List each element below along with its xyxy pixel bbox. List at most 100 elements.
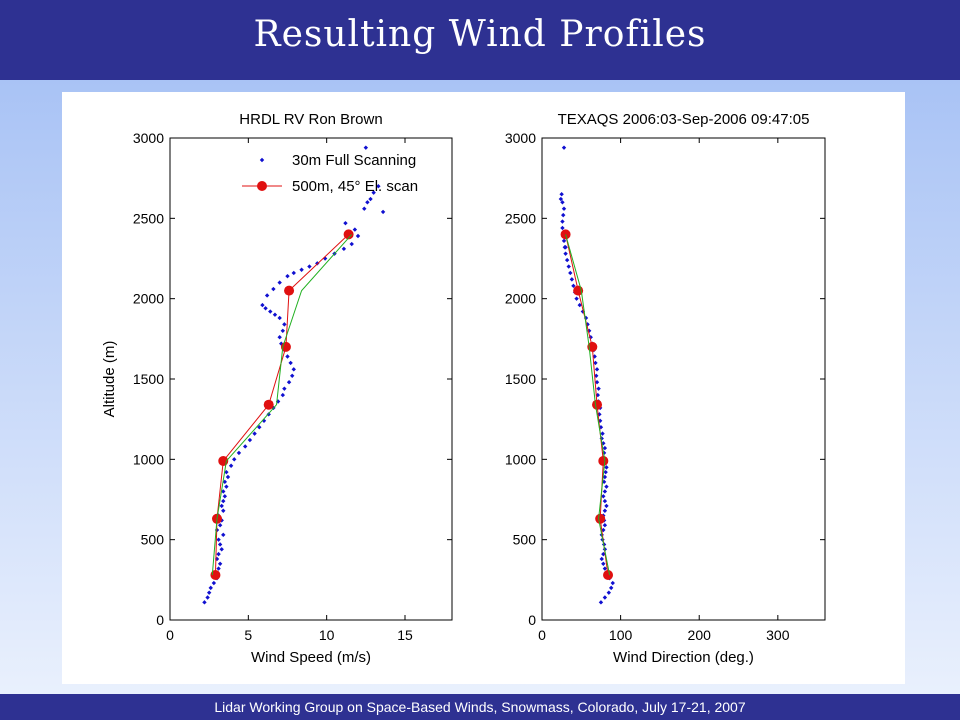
chart-1-series-1-point bbox=[208, 585, 213, 591]
chart-1-series-1-point bbox=[341, 246, 347, 252]
chart-1-series-1-point bbox=[219, 503, 224, 509]
chart-1-series-1-point bbox=[277, 335, 282, 340]
chart-1-x-tick-label: 5 bbox=[244, 627, 252, 643]
chart-2-series-1-point bbox=[600, 431, 605, 436]
chart-2-series-1-point bbox=[569, 277, 575, 282]
chart-1-series-1-point bbox=[222, 494, 228, 499]
chart-1-series-1-point bbox=[224, 484, 229, 489]
chart-1-series-1-point bbox=[376, 184, 381, 189]
chart-1-series-1-point bbox=[285, 354, 290, 359]
chart-2-series-1-point bbox=[560, 219, 565, 224]
chart-1-series-1-point bbox=[280, 392, 285, 398]
chart-2-series-1-point bbox=[564, 257, 570, 263]
chart-1-legend-point-swatch bbox=[259, 157, 265, 163]
chart-1-series-1-point bbox=[257, 425, 262, 430]
chart-1-y-axis-label: Altitude (m) bbox=[101, 341, 118, 418]
chart-2-series-1-point bbox=[606, 590, 612, 595]
chart-1-y-tick-label: 2000 bbox=[133, 291, 164, 307]
chart-2-series-1-point bbox=[561, 212, 566, 218]
chart-2-y-tick-label: 0 bbox=[528, 612, 536, 628]
chart-1-series-1-point bbox=[368, 196, 373, 202]
chart-1-series-1-point bbox=[221, 508, 226, 513]
chart-1-y-tick-label: 1000 bbox=[133, 451, 164, 467]
chart-1-series-1-point bbox=[307, 264, 312, 269]
chart-1-title: HRDL RV Ron Brown bbox=[239, 111, 382, 128]
chart-1-series-1-point bbox=[217, 523, 223, 528]
chart-2-series-1-point bbox=[603, 469, 608, 475]
chart-1-series-1-point bbox=[277, 315, 282, 321]
chart-1-series-1-point bbox=[232, 457, 237, 462]
chart-1-series-1-point bbox=[355, 233, 361, 239]
chart-2-series-1-point bbox=[604, 484, 609, 489]
chart-2-series-1-point bbox=[602, 595, 608, 600]
chart-2-series-1-point bbox=[593, 360, 598, 366]
chart-1-series-1-point bbox=[216, 566, 221, 571]
chart-1-series-1-point bbox=[222, 479, 228, 485]
chart-2-series-1-point bbox=[602, 445, 608, 451]
chart-2-series-1-point bbox=[558, 196, 564, 202]
chart-1-series-2-line bbox=[214, 234, 349, 576]
chart-2-y-tick-label: 1000 bbox=[505, 451, 536, 467]
slide-title: Resulting Wind Profiles bbox=[253, 14, 707, 55]
chart-1-series-1-point bbox=[277, 280, 282, 285]
chart-2-series-1-point bbox=[561, 145, 567, 150]
chart-1-series-1-point bbox=[236, 450, 242, 456]
chart-2-series-2-marker bbox=[598, 455, 609, 466]
chart-1-series-2-marker bbox=[284, 285, 295, 296]
chart-1-x-tick-label: 10 bbox=[319, 627, 335, 643]
chart-1-series-1-point bbox=[286, 380, 292, 385]
chart-1-series-1-point bbox=[211, 580, 217, 586]
chart-1-series-3-line bbox=[211, 234, 353, 576]
chart-1-series-1-point bbox=[206, 590, 212, 595]
chart-1-x-tick-label: 0 bbox=[166, 627, 174, 643]
chart-2-series-1-point bbox=[594, 367, 600, 372]
chart-1-series-1-point bbox=[225, 474, 231, 480]
chart-1-series-1-point bbox=[322, 256, 328, 261]
chart-1-series-1-point bbox=[285, 273, 290, 279]
chart-2-series-1-point bbox=[601, 494, 606, 499]
chart-1-y-tick-label: 500 bbox=[141, 532, 165, 548]
chart-2-series-1-point bbox=[602, 566, 608, 571]
chart-2-series-1-point bbox=[604, 503, 609, 509]
chart-2-series-1-point bbox=[602, 498, 608, 504]
chart-1-series-1-point bbox=[217, 561, 223, 566]
chart-2-series-1-point bbox=[599, 556, 604, 562]
chart-1-x-tick-label: 15 bbox=[397, 627, 413, 643]
chart-1-series-1-point bbox=[224, 469, 229, 475]
chart-1-series-1-point bbox=[362, 206, 367, 211]
chart-2-series-1-point bbox=[599, 436, 604, 441]
chart-2-y-tick-label: 500 bbox=[513, 532, 537, 548]
chart-2-series-1-point bbox=[595, 392, 601, 398]
chart-2-series-1-point bbox=[577, 302, 582, 308]
chart-1-series-1-point bbox=[219, 547, 224, 552]
chart-1-series-1-point bbox=[272, 312, 278, 317]
chart-2-x-tick-label: 0 bbox=[538, 627, 546, 643]
chart-2-y-tick-label: 3000 bbox=[505, 130, 536, 146]
chart-2-series-2-marker bbox=[595, 513, 606, 524]
chart-1-series-1-point bbox=[216, 537, 221, 542]
chart-1-series-1-point bbox=[282, 386, 287, 391]
chart-1-series-1-point bbox=[291, 270, 296, 276]
chart-1-series-1-point bbox=[343, 220, 348, 226]
chart-2-series-1-point bbox=[586, 328, 592, 333]
chart-2-series-1-point bbox=[594, 380, 600, 385]
chart-2-series-1-point bbox=[602, 489, 608, 494]
chart-1-legend-marker-swatch bbox=[257, 181, 267, 191]
chart-1-series-1-point bbox=[260, 302, 265, 308]
chart-2-title: TEXAQS 2006:03-Sep-2006 09:47:05 bbox=[558, 111, 810, 128]
chart-2-y-tick-label: 2500 bbox=[505, 210, 536, 226]
chart-2-series-1-point bbox=[608, 585, 614, 591]
chart-2-x-tick-label: 100 bbox=[609, 627, 633, 643]
chart-1-series-1-point bbox=[205, 595, 210, 600]
chart-1-series-1-point bbox=[221, 489, 226, 494]
title-bar bbox=[0, 0, 960, 80]
chart-1-series-1-point bbox=[221, 498, 226, 504]
chart-2-series-1-point bbox=[571, 283, 576, 289]
chart-2-x-axis-label: Wind Direction (deg.) bbox=[613, 649, 754, 666]
chart-1-y-tick-label: 0 bbox=[156, 612, 164, 628]
chart-1-y-tick-label: 3000 bbox=[133, 130, 164, 146]
chart-2-series-1-point bbox=[604, 465, 609, 470]
chart-1-series-1-point bbox=[264, 293, 270, 298]
chart-2-series-1-point bbox=[598, 600, 604, 605]
